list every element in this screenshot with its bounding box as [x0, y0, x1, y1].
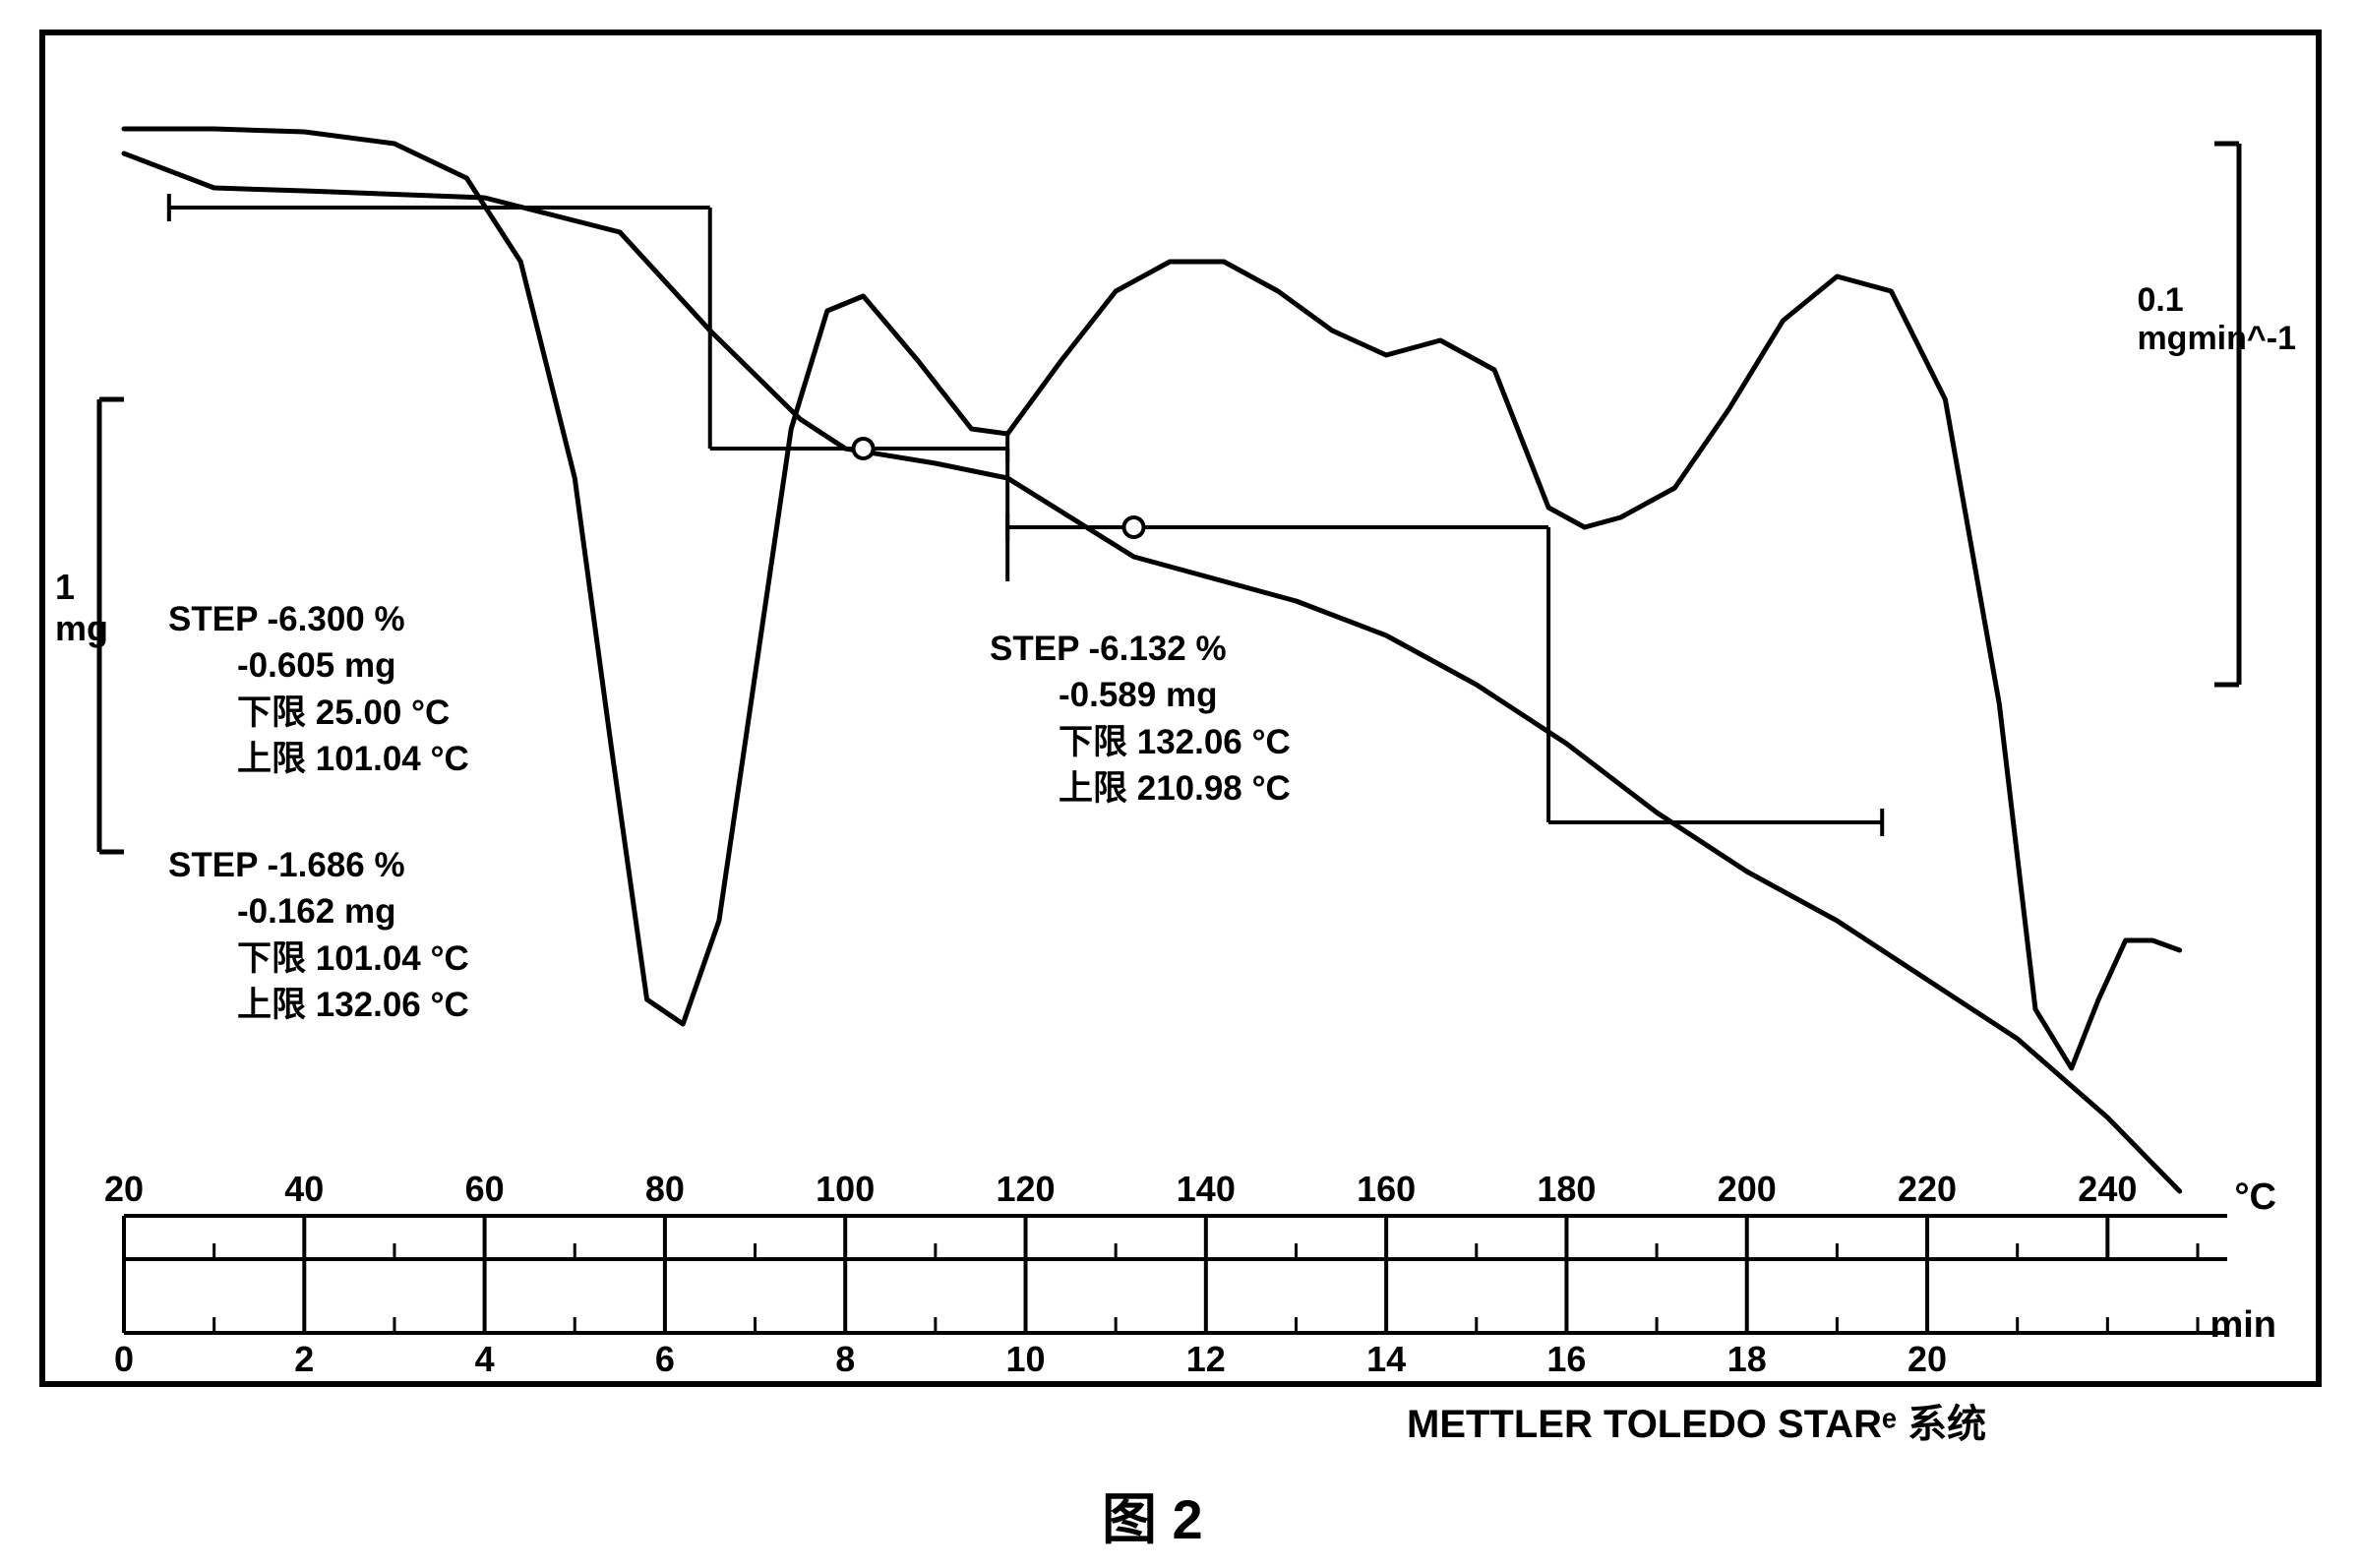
left-scale-label: 1 mg [55, 567, 108, 649]
time-tick-12: 12 [1186, 1339, 1226, 1380]
chart-frame: 1 mg 0.1 mgmin^-1 STEP -6.300 %-0.605 mg… [39, 30, 2322, 1387]
annotation-step1: STEP -6.300 %-0.605 mg下限 25.00 °C上限 101.… [168, 596, 469, 782]
left-scale-1: 1 [55, 567, 108, 608]
time-tick-20: 20 [1907, 1339, 1947, 1380]
temp-tick-40: 40 [284, 1169, 324, 1210]
step3-line-2: 下限 132.06 °C [990, 719, 1291, 765]
temp-unit: °C [2234, 1176, 2276, 1219]
temp-tick-180: 180 [1537, 1169, 1596, 1210]
time-tick-16: 16 [1546, 1339, 1586, 1380]
step2-line-3: 上限 132.06 °C [168, 982, 469, 1028]
instrument-label: METTLER TOLEDO STARᵉ 系统 [1407, 1392, 1986, 1449]
time-tick-4: 4 [475, 1339, 495, 1380]
time-tick-8: 8 [835, 1339, 855, 1380]
step1-line-1: -0.605 mg [168, 642, 469, 689]
temp-tick-200: 200 [1718, 1169, 1777, 1210]
step2-line-0: STEP -1.686 % [168, 842, 469, 888]
step2-line-2: 下限 101.04 °C [168, 935, 469, 982]
temp-tick-160: 160 [1357, 1169, 1416, 1210]
annotation-step2: STEP -1.686 %-0.162 mg下限 101.04 °C上限 132… [168, 842, 469, 1028]
step1-line-0: STEP -6.300 % [168, 596, 469, 642]
right-scale-label: 0.1 mgmin^-1 [2137, 281, 2296, 358]
annotation-step3: STEP -6.132 %-0.589 mg下限 132.06 °C上限 210… [990, 626, 1291, 812]
step3-line-1: -0.589 mg [990, 672, 1291, 718]
step3-line-3: 上限 210.98 °C [990, 765, 1291, 812]
time-tick-6: 6 [655, 1339, 675, 1380]
time-tick-14: 14 [1366, 1339, 1406, 1380]
temp-tick-240: 240 [2078, 1169, 2137, 1210]
time-unit: min [2210, 1304, 2276, 1347]
right-scale-unit: mgmin^-1 [2137, 320, 2296, 358]
time-tick-18: 18 [1727, 1339, 1767, 1380]
step2-line-1: -0.162 mg [168, 888, 469, 935]
left-scale-mg: mg [55, 608, 108, 649]
temp-tick-80: 80 [645, 1169, 685, 1210]
time-tick-2: 2 [294, 1339, 314, 1380]
temp-tick-100: 100 [816, 1169, 875, 1210]
figure-caption: 图 2 [1102, 1476, 1203, 1555]
temp-tick-20: 20 [104, 1169, 144, 1210]
temp-tick-120: 120 [996, 1169, 1055, 1210]
step3-line-0: STEP -6.132 % [990, 626, 1291, 672]
temp-tick-60: 60 [465, 1169, 505, 1210]
step1-line-2: 下限 25.00 °C [168, 690, 469, 736]
step1-line-3: 上限 101.04 °C [168, 736, 469, 782]
temp-tick-140: 140 [1177, 1169, 1236, 1210]
right-scale-val: 0.1 [2137, 281, 2296, 320]
time-tick-0: 0 [114, 1339, 134, 1380]
time-tick-10: 10 [1005, 1339, 1045, 1380]
temp-tick-220: 220 [1898, 1169, 1957, 1210]
